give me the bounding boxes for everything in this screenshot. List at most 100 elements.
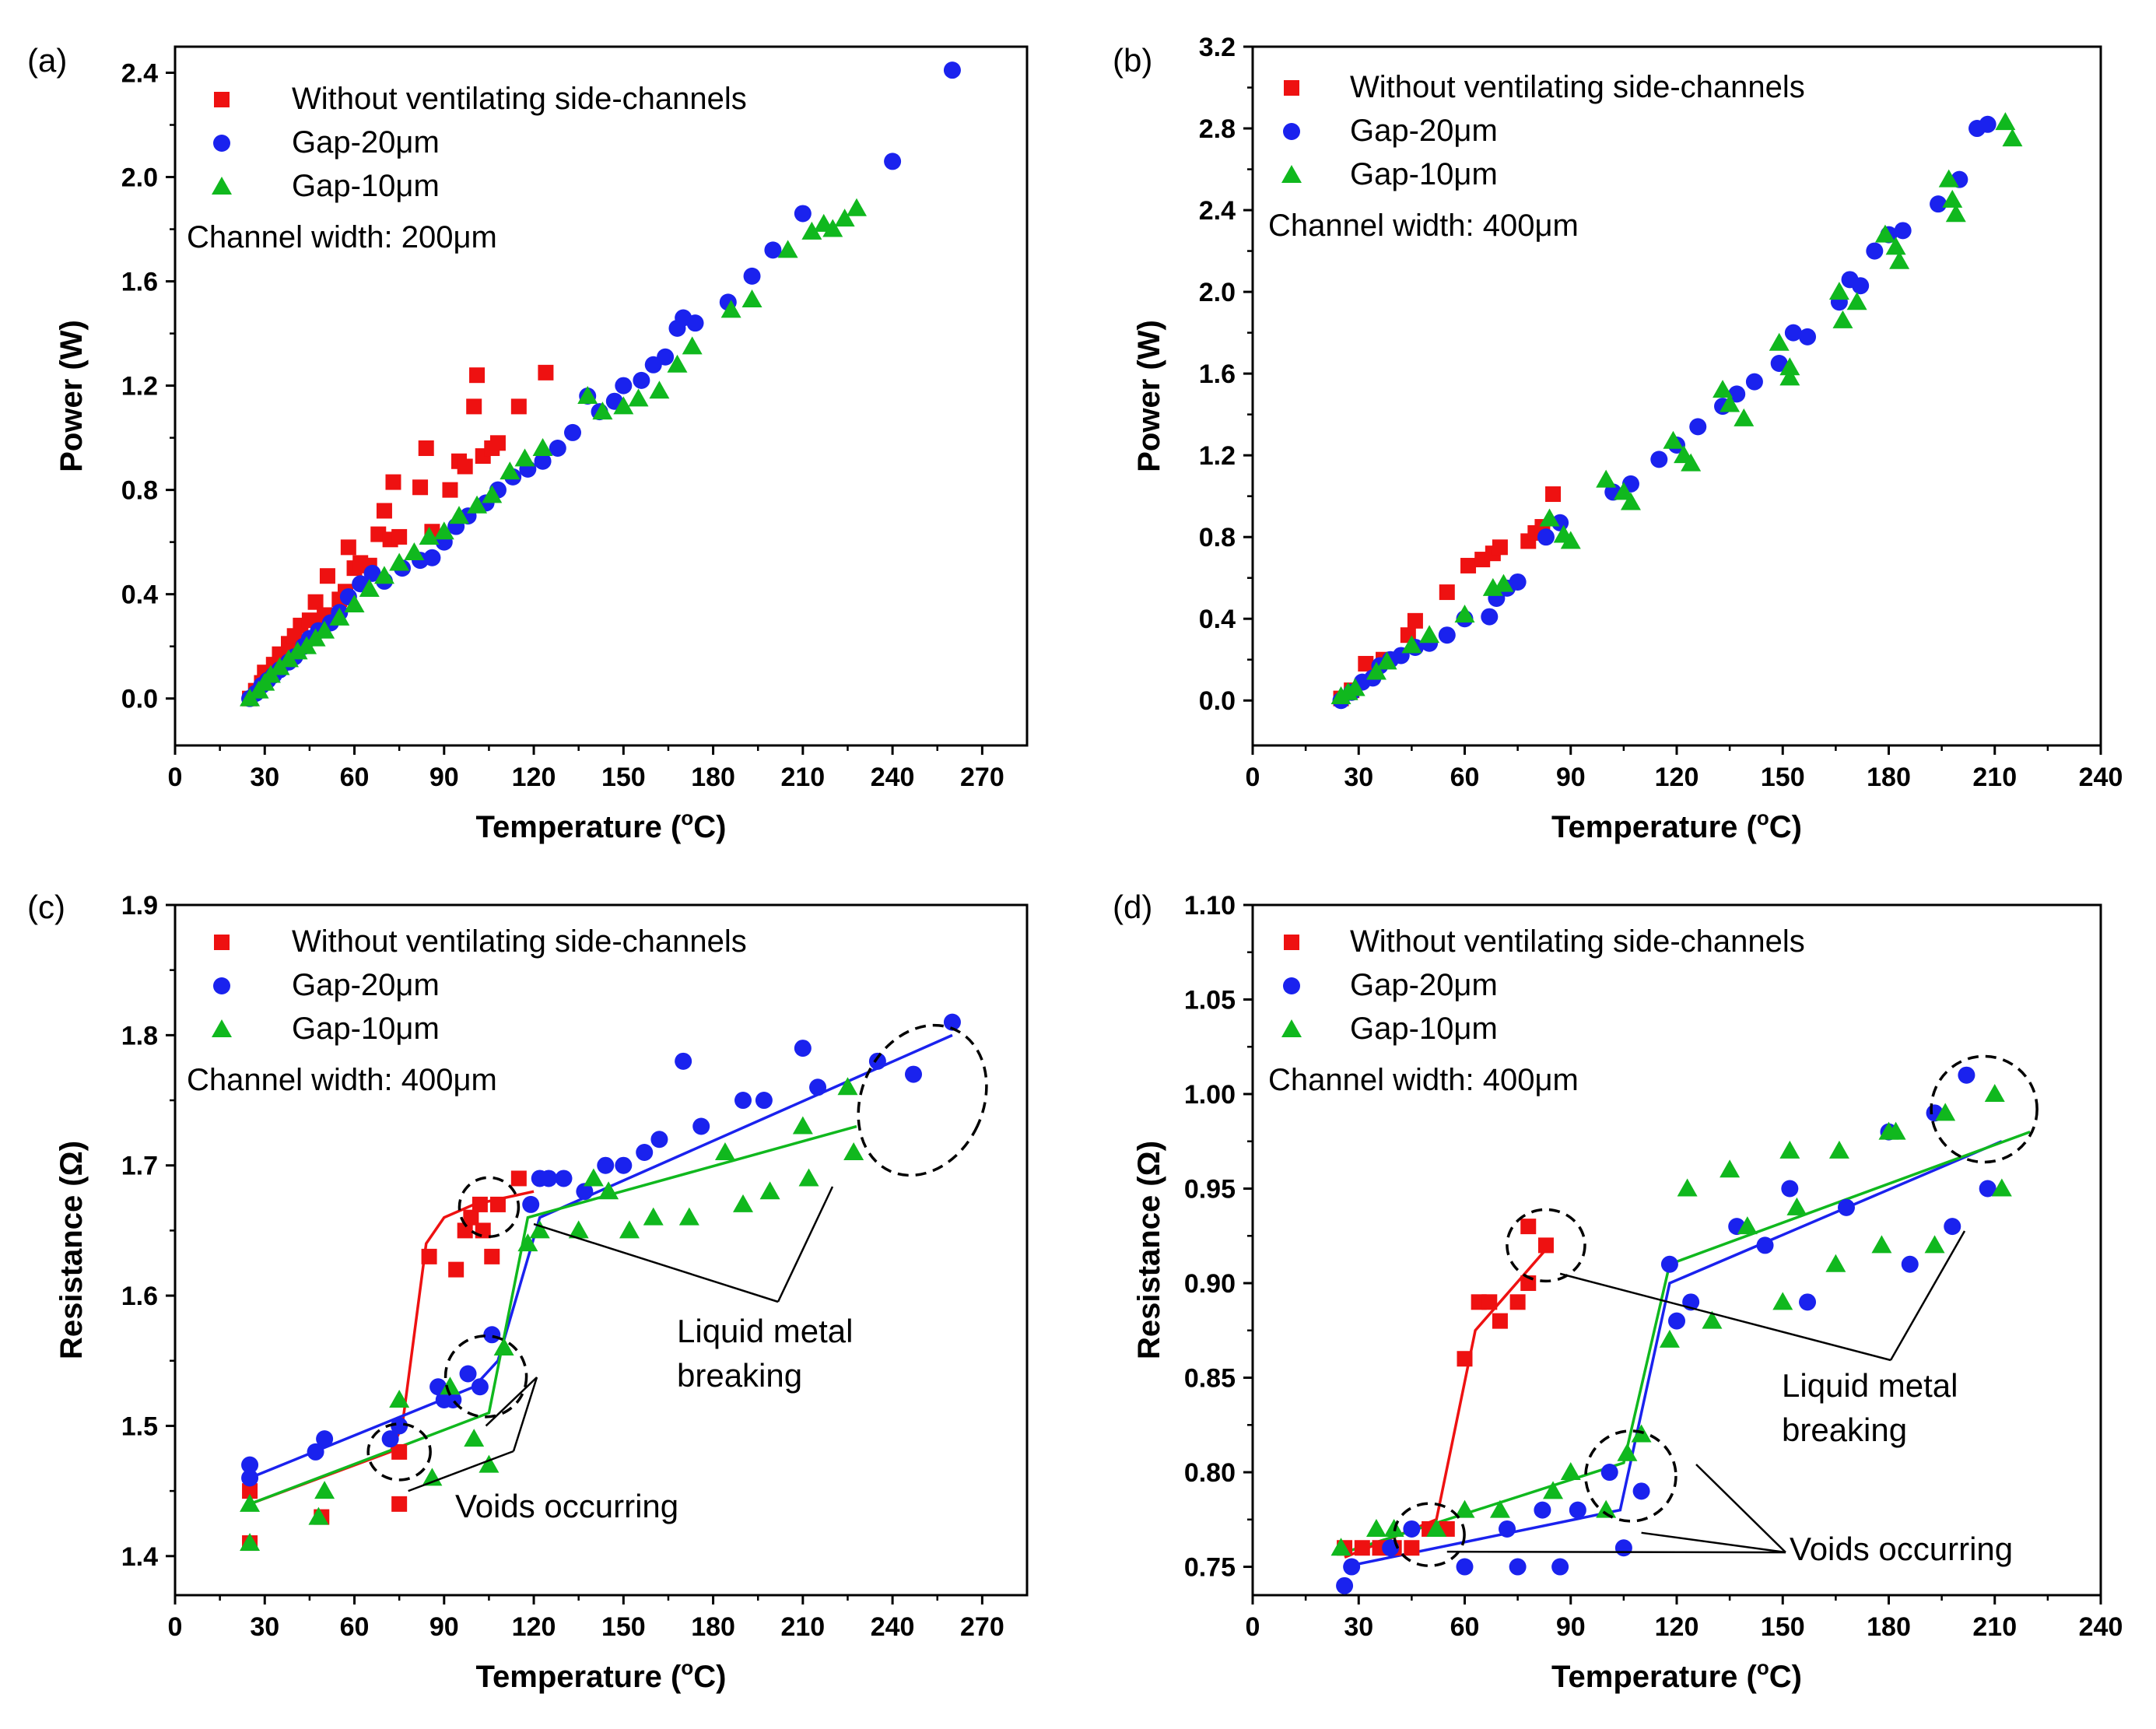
x-tick-label: 60	[1450, 763, 1480, 792]
x-tick-label: 90	[429, 1612, 459, 1642]
legend-label: Without ventilating side-channels	[1350, 924, 1805, 959]
y-tick-label: 1.5	[121, 1412, 158, 1441]
data-point-red	[457, 458, 473, 475]
data-point-green	[479, 1454, 500, 1473]
y-tick-label: 0.8	[121, 476, 158, 506]
data-point-green	[1874, 224, 1895, 243]
x-tick-label: 30	[250, 763, 279, 792]
y-tick-label: 1.10	[1184, 891, 1236, 921]
data-point-blue	[1438, 626, 1456, 644]
data-point-green	[741, 289, 762, 308]
data-point-blue	[650, 1131, 668, 1149]
y-tick-label: 0.4	[1199, 605, 1236, 634]
data-point-red	[242, 1483, 258, 1499]
data-point-red	[466, 398, 482, 415]
x-tick-label: 120	[1655, 763, 1699, 792]
data-point-green	[1924, 1235, 1945, 1254]
y-tick-label: 2.0	[121, 163, 158, 193]
pointer-line	[1559, 1272, 1891, 1362]
panel-label: (d)	[1113, 889, 1152, 925]
legend-label: Gap-20μm	[292, 968, 440, 1002]
x-tick-label: 270	[960, 1612, 1004, 1642]
data-point-blue	[1866, 242, 1884, 260]
dashed-circle	[1584, 1429, 1677, 1523]
data-point-blue	[633, 371, 650, 389]
data-point-green	[240, 1533, 261, 1552]
data-point-green	[373, 566, 394, 584]
data-point-blue	[483, 1326, 501, 1344]
data-point-green	[1935, 1103, 1956, 1121]
data-point-blue	[809, 1078, 827, 1096]
data-point-blue	[794, 1040, 812, 1057]
x-tick-label: 60	[340, 1612, 370, 1642]
data-point-green	[1779, 1140, 1800, 1159]
data-point-blue	[884, 153, 902, 170]
x-tick-label: 60	[340, 763, 370, 792]
pointer-line	[408, 1450, 514, 1492]
data-point-red	[421, 1248, 437, 1264]
data-point-blue	[534, 452, 552, 470]
data-point-blue	[1660, 1255, 1678, 1273]
dashed-circle	[457, 1176, 521, 1239]
x-axis-label: Temperature (oC)	[1551, 1656, 1802, 1694]
data-point-blue	[1481, 608, 1499, 626]
x-tick-label: 210	[780, 1612, 825, 1642]
data-point-red	[1492, 539, 1508, 556]
data-point-green	[837, 1077, 858, 1096]
data-point-green	[529, 1220, 550, 1239]
data-point-blue	[1799, 328, 1817, 345]
data-point-blue	[1958, 1066, 1975, 1084]
x-tick-label: 0	[1246, 763, 1260, 792]
data-point-red	[510, 1170, 527, 1187]
data-point-green	[419, 526, 440, 545]
dashed-circle	[1930, 1054, 2039, 1164]
x-tick-label: 120	[512, 763, 556, 792]
channel-width-note: Channel width: 400μm	[187, 1063, 497, 1097]
data-point-green	[714, 1142, 735, 1160]
data-point-green	[1620, 492, 1641, 510]
annotation-voids-occurring: Voids occurring	[455, 1488, 678, 1524]
data-point-blue	[943, 1013, 961, 1031]
data-point-green	[359, 578, 380, 597]
y-tick-label: 1.2	[1199, 441, 1236, 471]
data-point-green	[433, 521, 454, 540]
data-point-green	[389, 1389, 410, 1408]
x-tick-label: 30	[250, 1612, 279, 1642]
x-tick-label: 90	[1556, 763, 1586, 792]
data-point-green	[1330, 1538, 1351, 1556]
y-tick-label: 2.4	[121, 59, 158, 89]
data-point-blue	[459, 1365, 477, 1383]
y-tick-label: 0.4	[121, 580, 158, 610]
data-point-red	[442, 482, 458, 498]
legend-label: Gap-10μm	[292, 169, 440, 203]
plot-frame	[174, 45, 1029, 747]
x-tick-label: 0	[1246, 1612, 1260, 1642]
data-point-green	[1889, 251, 1910, 269]
data-point-green	[1772, 1292, 1793, 1310]
data-point-blue	[1979, 1180, 1996, 1198]
data-point-green	[643, 1207, 664, 1226]
fit-line-blue	[1344, 1140, 2003, 1569]
x-tick-label: 210	[780, 763, 825, 792]
fit-line-blue	[249, 1033, 953, 1479]
y-axis-label: Power (W)	[1132, 320, 1166, 472]
data-point-green	[314, 620, 335, 639]
dashed-circle	[366, 1422, 432, 1482]
data-point-blue	[316, 1430, 334, 1448]
legend-marker-red	[214, 92, 230, 107]
data-point-green	[1779, 357, 1800, 376]
y-tick-label: 0.0	[1199, 686, 1236, 716]
data-point-blue	[241, 1469, 259, 1487]
data-point-red	[1404, 1540, 1420, 1556]
data-point-green	[389, 552, 410, 571]
data-point-red	[1460, 557, 1477, 573]
data-point-green	[682, 336, 703, 355]
data-point-blue	[1944, 1218, 1961, 1236]
x-tick-label: 210	[1972, 763, 2017, 792]
x-tick-label: 90	[429, 763, 459, 792]
data-point-red	[1520, 1219, 1537, 1235]
data-point-blue	[549, 440, 566, 458]
x-tick-label: 0	[168, 1612, 183, 1642]
data-point-blue	[1901, 1255, 1919, 1273]
data-point-red	[1457, 1351, 1473, 1367]
